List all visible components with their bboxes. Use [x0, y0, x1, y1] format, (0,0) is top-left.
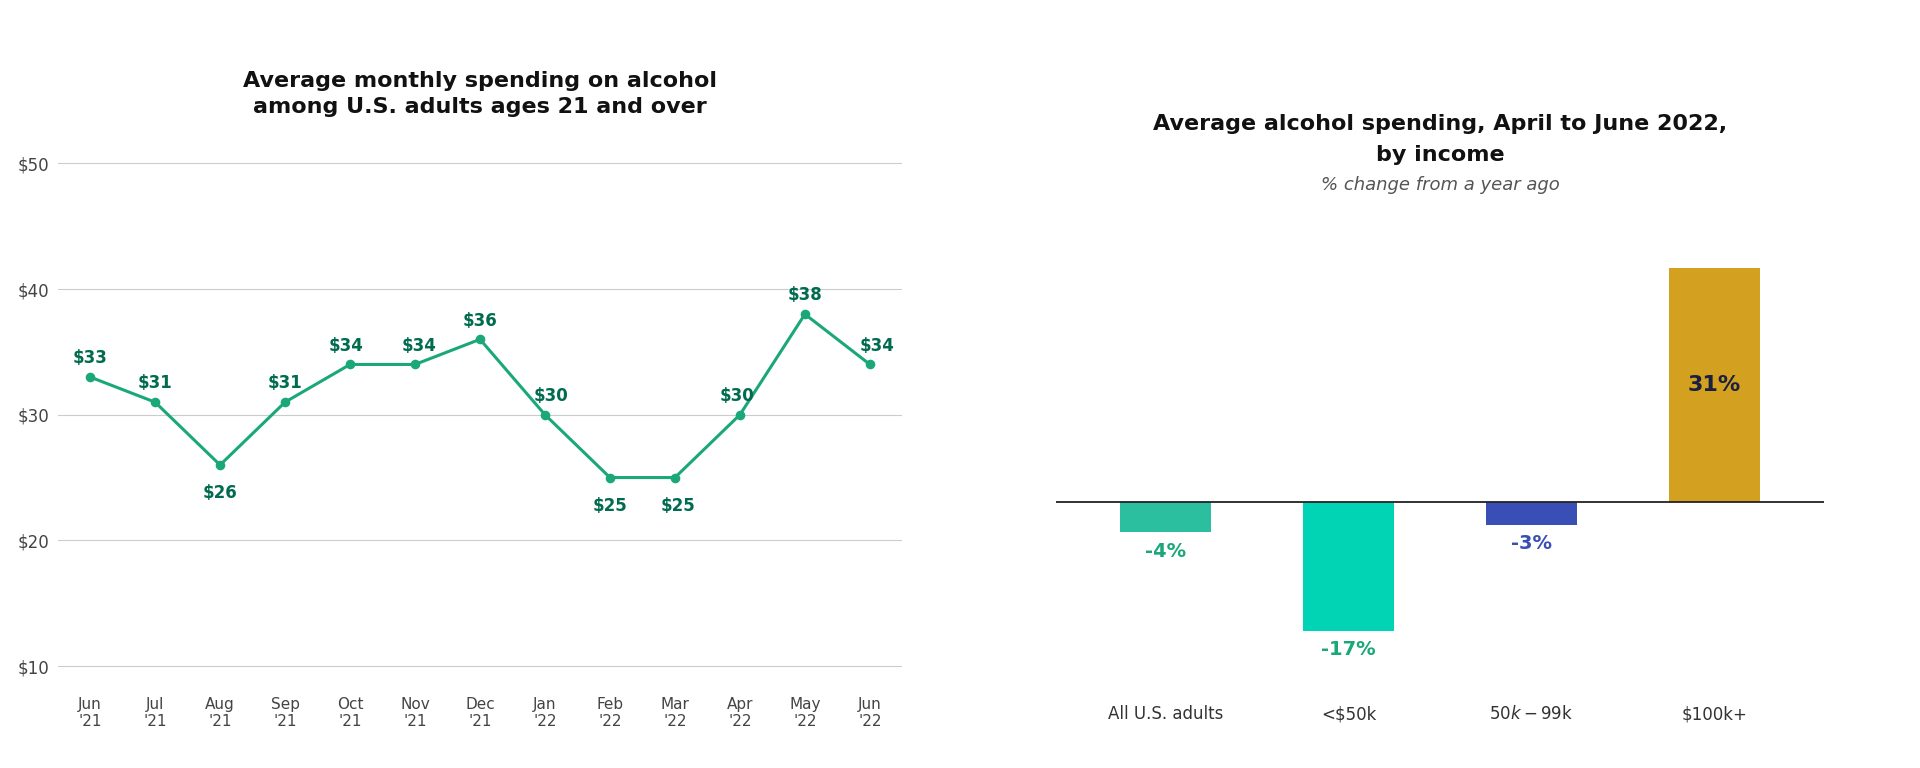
Point [140, 396, 171, 409]
Text: by income: by income [1377, 145, 1503, 165]
Bar [1304, 502, 1394, 631]
Point [854, 359, 885, 371]
Text: Average alcohol spending, April to June 2022,: Average alcohol spending, April to June … [1152, 114, 1728, 134]
Text: % change from a year ago: % change from a year ago [1321, 176, 1559, 194]
Text: 31%: 31% [1688, 375, 1741, 395]
Point [334, 359, 365, 371]
Text: -17%: -17% [1321, 640, 1377, 659]
Text: $31: $31 [267, 375, 303, 392]
Text: $34: $34 [401, 336, 436, 355]
Bar [1486, 502, 1576, 525]
Text: $30: $30 [534, 387, 568, 405]
Text: $30: $30 [720, 387, 755, 405]
Text: $31: $31 [138, 375, 173, 392]
Text: $25: $25 [593, 497, 628, 515]
Point [789, 308, 820, 320]
Point [530, 409, 561, 421]
Point [660, 472, 691, 484]
Point [399, 359, 430, 371]
Text: $25: $25 [660, 497, 695, 515]
Point [269, 396, 300, 409]
Point [465, 333, 495, 346]
Point [724, 409, 755, 421]
Title: Average monthly spending on alcohol
among U.S. adults ages 21 and over: Average monthly spending on alcohol amon… [244, 71, 716, 118]
Text: $36: $36 [463, 312, 497, 329]
Bar [1668, 268, 1761, 502]
Text: $33: $33 [73, 349, 108, 367]
Text: $34: $34 [860, 336, 895, 355]
Bar [1119, 502, 1212, 532]
Text: $38: $38 [787, 286, 822, 304]
Text: $26: $26 [204, 485, 238, 502]
Text: $34: $34 [328, 336, 363, 355]
Point [595, 472, 626, 484]
Text: -4%: -4% [1144, 541, 1187, 561]
Text: -3%: -3% [1511, 534, 1551, 553]
Point [205, 458, 236, 471]
Point [75, 371, 106, 383]
